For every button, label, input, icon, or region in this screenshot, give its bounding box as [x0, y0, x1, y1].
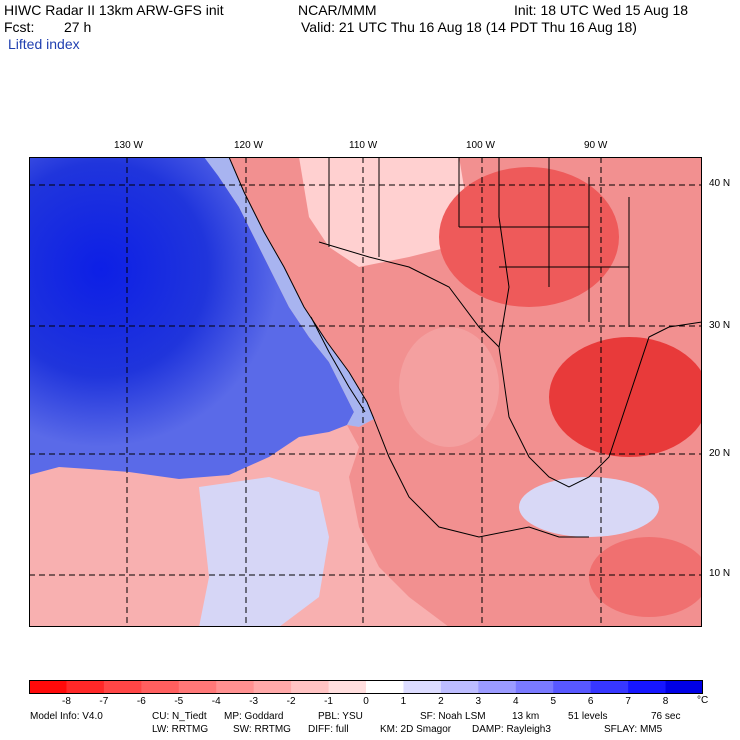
southwest-blue [199, 477, 329, 627]
caribbean [589, 537, 702, 617]
colorbar-swatch [253, 680, 292, 694]
baja-coast [310, 316, 366, 413]
colorbar-tick-label: 6 [587, 696, 594, 707]
colorbar-swatch [103, 680, 142, 694]
colorbar-swatch [366, 680, 404, 694]
org-label: NCAR/MMM [298, 2, 377, 18]
diff-scheme: DIFF: full [308, 724, 349, 735]
colorbar-swatch [328, 680, 367, 694]
graticule [29, 157, 702, 627]
colorbar-tick-label: 5 [550, 696, 556, 707]
colorbar-tick-label: 1 [400, 696, 407, 707]
forecast-label: Fcst: [4, 19, 35, 35]
pacific-stable-region [29, 157, 354, 479]
colorbar-swatch [216, 680, 255, 694]
resolution: 13 km [512, 711, 540, 722]
coastlines [228, 157, 702, 538]
colorbar-tick-label: 7 [625, 696, 631, 707]
lon-label: 120 W [234, 140, 263, 151]
valid-time: Valid: 21 UTC Thu 16 Aug 18 (14 PDT Thu … [301, 19, 637, 35]
mexico-interior [399, 327, 499, 447]
km-scheme: KM: 2D Smagor [380, 724, 452, 735]
timestep: 76 sec [651, 711, 681, 722]
colorbar-swatch [29, 680, 67, 694]
lat-label: 20 N [709, 448, 731, 459]
colorbar-tick-label: 2 [438, 696, 444, 707]
map-frame [29, 157, 702, 627]
colorbar-unit: °C [697, 695, 709, 706]
lat-label: 10 N [709, 568, 731, 579]
mexico-west-coast [373, 418, 589, 538]
lat-label: 30 N [709, 320, 731, 331]
damp-scheme: DAMP: Rayleigh3 [472, 724, 551, 735]
colorbar-swatch [178, 680, 217, 694]
model-info: Model Info: V4.0 [30, 711, 103, 722]
colorbar-swatch [590, 680, 629, 694]
gulf-unstable [549, 337, 702, 457]
colorbar-tick-label: -5 [174, 696, 184, 707]
lon-label: 110 W [349, 140, 378, 151]
sw-scheme: SW: RRTMG [233, 724, 291, 735]
sf-scheme: SF: Noah LSM [420, 711, 486, 722]
cu-scheme: CU: N_Tiedt [152, 711, 207, 722]
colorbar-swatch [66, 680, 105, 694]
lon-label: 130 W [114, 140, 143, 151]
colorbar-tick-label: -6 [136, 696, 146, 707]
colorbar-swatch [665, 680, 703, 694]
central-america [519, 477, 659, 537]
colorbar-tick-label: -8 [61, 696, 71, 707]
colorbar-tick-label: -7 [99, 696, 109, 707]
lon-label: 90 W [584, 140, 608, 151]
mp-scheme: MP: Goddard [224, 711, 284, 722]
pbl-scheme: PBL: YSU [318, 711, 363, 722]
gulf-coast [498, 157, 702, 488]
colorbar-tick-label: 8 [662, 696, 669, 707]
colorbar-swatch [478, 680, 517, 694]
lifted-index-map [29, 157, 702, 627]
colorbar-tick-label: -4 [211, 696, 221, 707]
colorbar [29, 680, 703, 694]
lat-label: 40 N [709, 178, 731, 189]
forecast-hour: 27 h [64, 19, 92, 35]
colorbar-swatch [515, 680, 554, 694]
colorbar-swatch [403, 680, 442, 694]
model-title: HIWC Radar II 13km ARW-GFS init [4, 2, 224, 18]
plains-unstable [439, 167, 619, 307]
init-time: Init: 18 UTC Wed 15 Aug 18 [514, 2, 689, 18]
colorbar-tick-label: 3 [475, 696, 482, 707]
lon-label: 100 W [466, 140, 495, 151]
levels: 51 levels [568, 711, 608, 722]
lw-scheme: LW: RRTMG [152, 724, 209, 735]
field-name: Lifted index [8, 36, 80, 52]
colorbar-swatch [440, 680, 479, 694]
colorbar-tick-label: -1 [324, 696, 333, 707]
pacific-fringe [204, 157, 374, 427]
colorbar-swatch [141, 680, 180, 694]
colorbar-frame [29, 680, 703, 694]
colorbar-tick-label: -2 [286, 696, 296, 707]
colorbar-tick-label: 4 [512, 696, 519, 707]
colorbar-tick-label: -3 [249, 696, 259, 707]
sflay-scheme: SFLAY: MM5 [604, 724, 663, 735]
colorbar-tick-label: 0 [363, 696, 369, 707]
colorbar-swatch [628, 680, 667, 694]
colorbar-swatch [553, 680, 592, 694]
coastline-west [228, 157, 375, 420]
colorbar-swatch [291, 680, 330, 694]
